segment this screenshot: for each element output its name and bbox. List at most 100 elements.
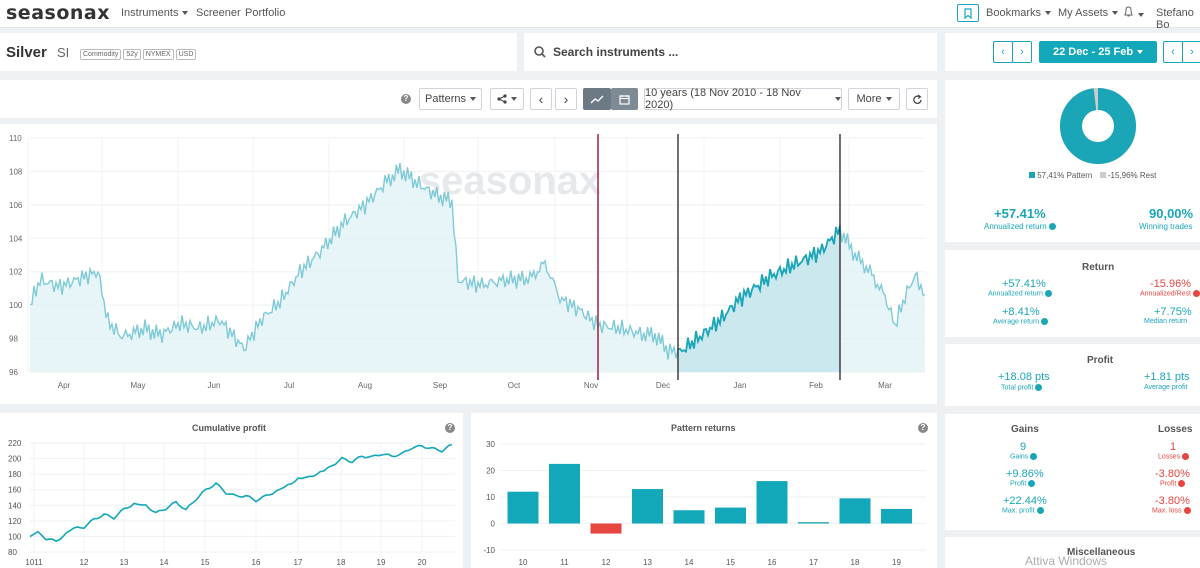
month-label: May bbox=[130, 381, 145, 390]
return-bar[interactable] bbox=[632, 489, 663, 524]
y-tick-label: 96 bbox=[9, 368, 18, 377]
y-tick-label: 20 bbox=[486, 467, 495, 476]
share-icon bbox=[497, 94, 507, 104]
chevron-down-icon bbox=[1045, 11, 1052, 16]
info-icon[interactable] bbox=[1183, 507, 1191, 514]
period-dropdown[interactable]: 10 years (18 Nov 2010 - 18 Nov 2020) bbox=[644, 87, 842, 111]
nav-portfolio[interactable]: Portfolio bbox=[245, 7, 286, 19]
y-tick-label: 10 bbox=[486, 493, 495, 502]
pattern-returns-panel: Pattern returns ? 30 20 10 0 -10 10 11 12 13 14 15… bbox=[471, 413, 937, 568]
bookmark-icon bbox=[964, 7, 972, 19]
nav-my-assets[interactable]: My Assets bbox=[1058, 7, 1119, 19]
next-pattern-button[interactable]: › bbox=[1182, 41, 1200, 63]
info-icon[interactable] bbox=[1178, 480, 1186, 487]
seasonax-logo[interactable]: seasonax bbox=[6, 2, 110, 24]
x-tick-label: 17 bbox=[809, 558, 818, 567]
legend-rest-label: -15,96% Rest bbox=[1107, 171, 1157, 180]
tag-currency: USD bbox=[175, 49, 197, 61]
nav-instruments[interactable]: Instruments bbox=[121, 7, 189, 19]
share-dropdown[interactable] bbox=[490, 88, 524, 110]
instrument-name: Silver bbox=[6, 44, 47, 61]
return-panel: Return +57.41% Annualized return -15.96%… bbox=[945, 250, 1200, 337]
date-range-label: 22 Dec - 25 Feb bbox=[1052, 46, 1134, 58]
summary-winning-label: Winning trades bbox=[1139, 222, 1193, 231]
calendar-view-button[interactable] bbox=[611, 88, 638, 110]
bookmark-toggle-button[interactable] bbox=[957, 4, 979, 22]
legend-pattern-label: 57,41% Pattern bbox=[1037, 171, 1093, 180]
user-name[interactable]: Stefano Bo bbox=[1156, 7, 1194, 31]
y-tick-label: 160 bbox=[8, 486, 22, 495]
bell-icon bbox=[1124, 6, 1133, 17]
gains-profit-text: Profit bbox=[1010, 480, 1027, 488]
prev-pattern-button[interactable]: ‹ bbox=[1163, 41, 1183, 63]
help-icon[interactable]: ? bbox=[401, 94, 411, 104]
info-icon[interactable] bbox=[1035, 384, 1043, 391]
losses-max-value: -3.80% bbox=[1155, 495, 1190, 507]
month-label: Apr bbox=[58, 381, 71, 390]
summary-annualized-label: Annualized return bbox=[984, 222, 1056, 231]
nav-screener[interactable]: Screener bbox=[196, 7, 241, 19]
pattern-pie-chart bbox=[1060, 88, 1136, 164]
seasonal-chart[interactable]: 110 108 106 104 102 100 98 96 Apr May Jun Jul Aug Sep… bbox=[0, 124, 937, 404]
x-tick-label: 17 bbox=[294, 558, 303, 567]
activate-windows-watermark: Attiva Windows bbox=[1025, 554, 1108, 568]
chevron-down-icon bbox=[511, 97, 517, 101]
return-bar[interactable] bbox=[549, 463, 580, 524]
next-period-button[interactable]: › bbox=[1012, 41, 1032, 63]
total-profit-label: Total profit bbox=[1001, 384, 1043, 391]
gains-max-text: Max. profit bbox=[1002, 507, 1035, 515]
tag-exchange: NYMEX bbox=[142, 49, 174, 61]
x-tick-label: 11 bbox=[560, 558, 569, 567]
losses-count-value: 1 bbox=[1170, 441, 1177, 453]
info-icon[interactable] bbox=[1030, 453, 1038, 460]
pie-legend: 57,41% Pattern -15,96% Rest bbox=[1029, 171, 1156, 180]
info-icon[interactable] bbox=[1028, 480, 1036, 487]
prev-period-button[interactable]: ‹ bbox=[993, 41, 1013, 63]
return-bar[interactable] bbox=[590, 523, 622, 534]
return-bar[interactable] bbox=[881, 508, 912, 524]
info-icon[interactable] bbox=[1048, 223, 1056, 231]
period-label: 10 years (18 Nov 2010 - 18 Nov 2020) bbox=[645, 87, 801, 111]
info-icon[interactable] bbox=[1192, 290, 1200, 297]
more-dropdown[interactable]: More bbox=[848, 88, 900, 110]
prev-button[interactable]: ‹ bbox=[530, 88, 552, 110]
info-icon[interactable] bbox=[1044, 290, 1052, 297]
info-icon[interactable] bbox=[1036, 507, 1044, 514]
gains-losses-panel: Gains Losses 9 Gains +9.86% Profit +22.4… bbox=[945, 414, 1200, 530]
return-bar[interactable] bbox=[839, 498, 871, 524]
x-tick-label: 13 bbox=[120, 558, 129, 567]
help-icon[interactable]: ? bbox=[445, 423, 455, 433]
return-bar[interactable] bbox=[715, 507, 746, 524]
search-bar[interactable]: Search instruments ... bbox=[524, 33, 937, 71]
profit-title: Profit bbox=[1087, 355, 1114, 366]
month-label: Feb bbox=[809, 381, 823, 390]
chevron-down-icon bbox=[1137, 50, 1144, 54]
help-icon[interactable]: ? bbox=[918, 423, 928, 433]
nav-instruments-label: Instruments bbox=[121, 7, 179, 19]
nav-bookmarks[interactable]: Bookmarks bbox=[986, 7, 1052, 19]
next-button[interactable]: › bbox=[555, 88, 577, 110]
chevron-down-icon bbox=[469, 97, 476, 101]
return-bar[interactable] bbox=[798, 522, 829, 524]
chevron-down-icon bbox=[1138, 13, 1144, 18]
return-median-value: +7.75% bbox=[1154, 306, 1192, 318]
nav-my-assets-label: My Assets bbox=[1058, 7, 1109, 19]
info-icon[interactable] bbox=[1041, 318, 1049, 325]
search-input[interactable]: Search instruments ... bbox=[553, 45, 679, 59]
x-tick-label: 19 bbox=[892, 558, 901, 567]
return-bar[interactable] bbox=[756, 481, 788, 524]
chevron-down-icon bbox=[182, 11, 189, 16]
patterns-dropdown[interactable]: Patterns bbox=[419, 88, 482, 110]
return-bar[interactable] bbox=[673, 510, 705, 524]
info-icon[interactable] bbox=[1182, 453, 1190, 460]
return-bar[interactable] bbox=[507, 491, 539, 524]
gains-max-label: Max. profit bbox=[1002, 507, 1044, 514]
month-label: Mar bbox=[878, 381, 892, 390]
summary-annualized-text: Annualized return bbox=[984, 222, 1047, 231]
x-tick-label: 10 bbox=[519, 558, 528, 567]
line-chart-view-button[interactable] bbox=[583, 88, 611, 110]
date-range-dropdown[interactable]: 22 Dec - 25 Feb bbox=[1039, 41, 1157, 63]
reset-button[interactable] bbox=[906, 88, 928, 110]
notifications-button[interactable] bbox=[1123, 6, 1144, 21]
x-tick-label: 16 bbox=[768, 558, 777, 567]
